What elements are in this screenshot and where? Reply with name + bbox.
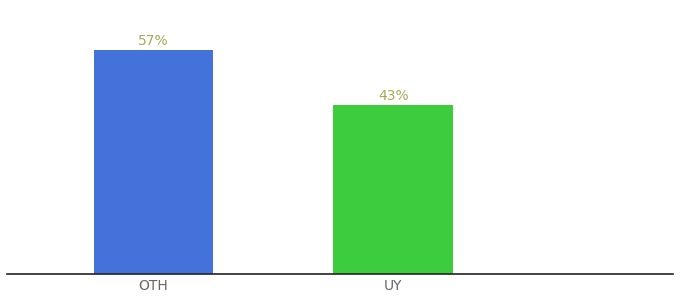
Bar (94, 50, 214, 274)
Bar (333, 105, 454, 274)
Text: 43%: 43% (378, 88, 409, 103)
Text: 57%: 57% (138, 34, 169, 48)
